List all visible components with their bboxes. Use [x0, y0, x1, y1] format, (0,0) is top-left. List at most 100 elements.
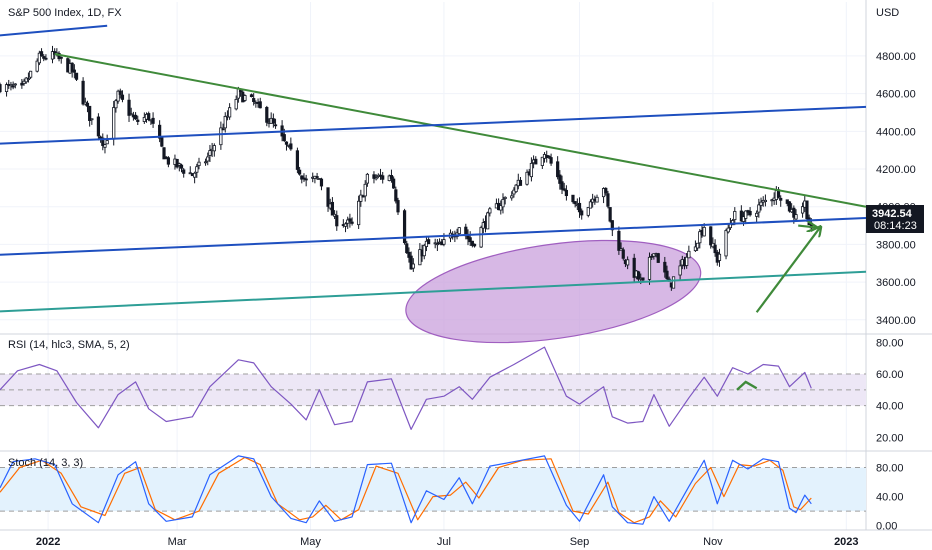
candle-up — [26, 78, 31, 81]
price-tick-label: 3800.00 — [876, 239, 916, 251]
candle-down — [162, 147, 166, 160]
highlight-ellipse — [405, 239, 702, 344]
candle-down — [265, 106, 269, 123]
candle-up — [359, 194, 363, 202]
candle-down — [271, 118, 275, 124]
candle-up — [228, 107, 232, 118]
time-axis[interactable]: 2022 Mar May Jul Sep Nov 2023 — [36, 536, 859, 548]
candle-up — [595, 196, 599, 203]
price-tick-label: 4200.00 — [876, 164, 916, 176]
rsi-tick-label: 80.00 — [876, 337, 904, 349]
candle-down — [273, 124, 278, 127]
candle-down — [179, 164, 184, 169]
candle-down — [350, 221, 354, 224]
candle-up — [794, 214, 798, 220]
candle-up — [626, 259, 630, 266]
price-axis[interactable]: 3400.003600.003800.004000.004200.004400.… — [876, 51, 916, 533]
candle-up — [488, 208, 492, 214]
candle-up — [129, 113, 133, 116]
candle-up — [726, 227, 730, 233]
trendline[interactable] — [0, 24, 108, 37]
candle-down — [175, 158, 179, 168]
candle-down — [74, 72, 79, 80]
price-candles[interactable] — [0, 45, 813, 291]
candle-up — [9, 83, 13, 87]
candle-down — [147, 113, 151, 121]
candle-up — [374, 177, 378, 180]
trendline[interactable] — [0, 270, 867, 313]
candle-down — [407, 251, 411, 258]
candle-down — [562, 188, 566, 191]
stoch-d-line — [0, 456, 812, 524]
candle-up — [763, 199, 768, 202]
candle-down — [304, 178, 308, 181]
candle-down — [11, 85, 15, 88]
trendline[interactable] — [54, 53, 867, 208]
candle-down — [249, 94, 254, 98]
candle-up — [35, 60, 39, 72]
candle-down — [560, 181, 564, 190]
candle-down — [650, 255, 654, 258]
candle-up — [525, 171, 529, 185]
candle-up — [418, 249, 422, 266]
candle-down — [805, 200, 809, 220]
candle-up — [685, 256, 689, 266]
rsi-line — [0, 346, 812, 430]
candle-down — [59, 56, 63, 59]
trendline-drawings[interactable] — [0, 24, 867, 313]
candle-down — [282, 134, 286, 142]
candle-down — [319, 178, 324, 187]
candle-up — [540, 156, 544, 166]
candle-down — [127, 99, 131, 116]
candle-down — [348, 218, 352, 222]
candle-down — [787, 201, 792, 212]
candle-up — [13, 83, 17, 86]
candle-up — [619, 248, 623, 251]
candle-up — [219, 127, 223, 146]
candle-down — [405, 243, 409, 254]
candle-down — [166, 157, 170, 165]
last-price-badge-bg — [866, 205, 924, 233]
candle-down — [326, 187, 330, 207]
candle-up — [724, 230, 728, 257]
rsi-pane[interactable] — [0, 346, 812, 430]
candle-down — [779, 197, 783, 201]
time-tick-label: May — [300, 536, 321, 548]
arrow-drawing[interactable] — [755, 227, 820, 313]
candle-down — [577, 202, 582, 213]
candle-up — [759, 201, 763, 206]
candle-down — [0, 84, 2, 93]
price-tick-label: 4800.00 — [876, 51, 916, 63]
indicator-bands — [0, 373, 866, 512]
candle-down — [42, 56, 46, 59]
candle-up — [755, 212, 759, 217]
candle-up — [588, 201, 593, 209]
candle-down — [470, 240, 474, 246]
candle-up — [435, 243, 439, 246]
arrow-drawing[interactable] — [798, 226, 815, 228]
stoch-pane[interactable] — [0, 455, 812, 525]
candle-up — [744, 210, 748, 219]
trendline[interactable] — [0, 105, 867, 145]
candle-up — [206, 156, 210, 162]
candle-down — [632, 257, 636, 278]
candle-down — [44, 57, 48, 60]
candle-down — [564, 189, 568, 197]
candle-down — [70, 62, 74, 72]
candle-down — [580, 210, 584, 216]
candle-down — [361, 195, 365, 198]
candle-up — [586, 207, 590, 216]
trendline[interactable] — [0, 217, 867, 256]
time-tick-label: Nov — [703, 536, 723, 548]
rsi-pane-title: RSI (14, hlc3, SMA, 5, 2) — [8, 339, 130, 351]
candle-down — [606, 193, 610, 207]
candle-up — [422, 244, 426, 257]
candle-up — [698, 231, 702, 244]
stoch-tick-label: 80.00 — [876, 463, 904, 475]
candle-up — [357, 200, 361, 226]
stoch-k-line — [0, 455, 812, 525]
candle-up — [203, 161, 208, 164]
time-tick-label: Jul — [437, 536, 451, 548]
rsi-tick-label: 40.00 — [876, 401, 904, 413]
